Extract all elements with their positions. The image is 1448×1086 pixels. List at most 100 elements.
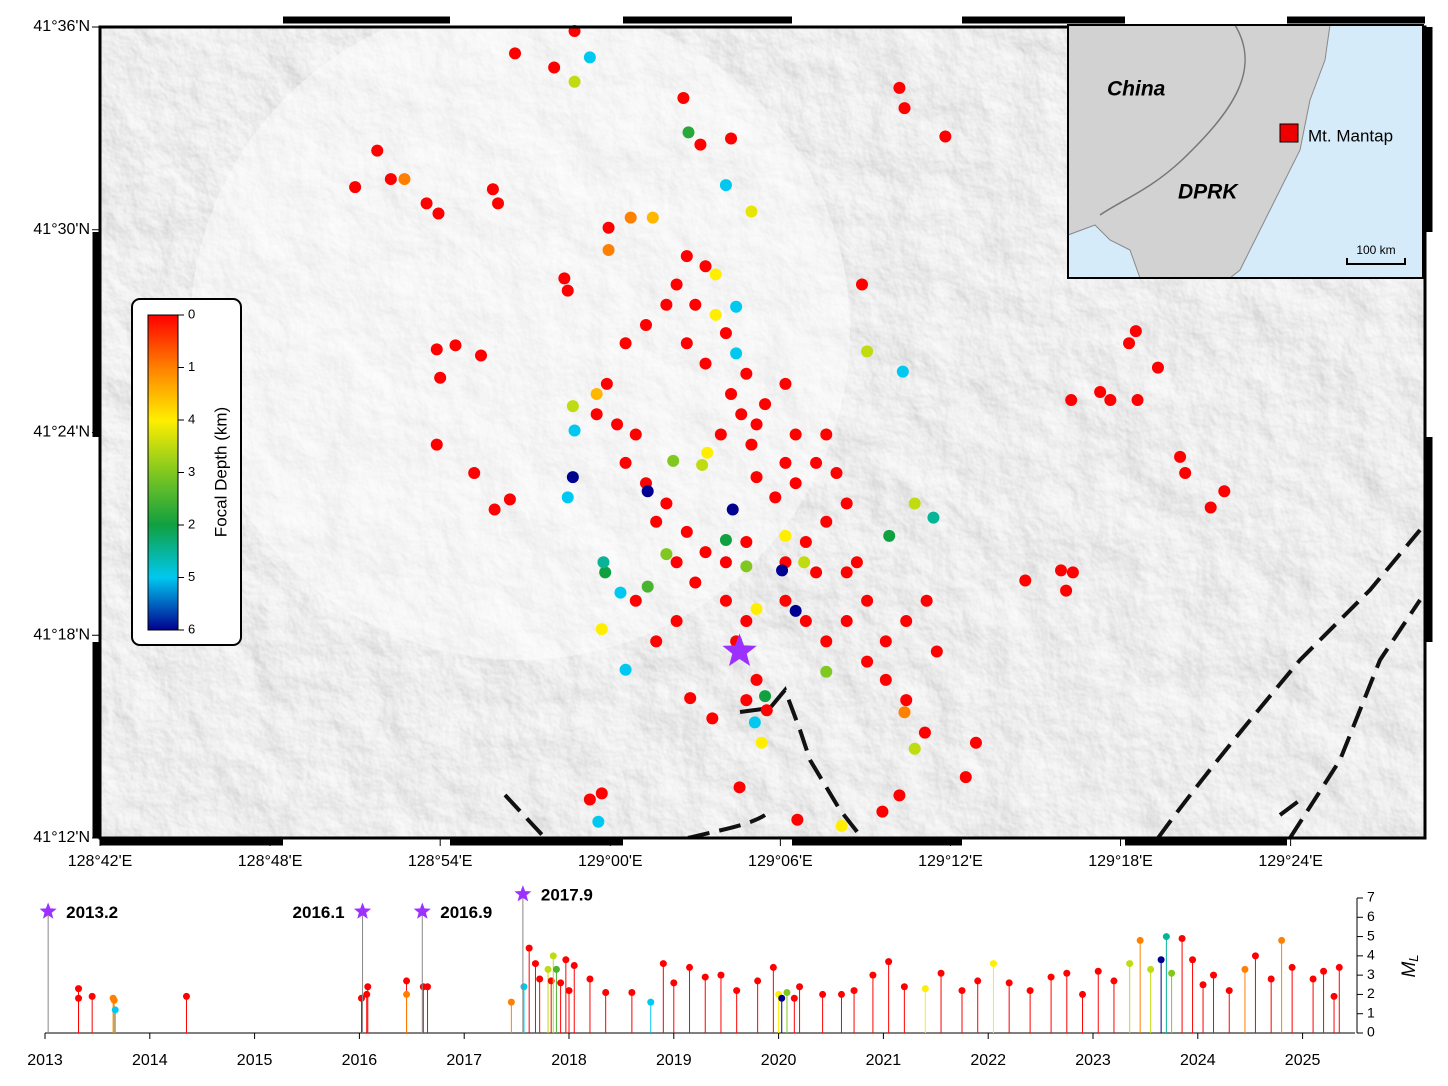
stem-head [1320,967,1328,975]
test-label: 2017.9 [541,886,593,905]
stem-head [754,977,762,985]
faults [503,528,1422,838]
inset: China DPRK Mt. Mantap 100 km [1067,24,1424,279]
epicenter [830,467,843,480]
stem-head [586,975,594,983]
stem-head [733,987,741,995]
stem-head [647,998,655,1006]
epicenter [725,132,738,145]
epicenter [689,298,702,311]
epicenter [619,456,632,469]
stem-head [837,990,845,998]
stem-head [363,990,371,998]
test-site-star [722,633,757,666]
epicenter [1174,450,1187,463]
stem-head [1210,971,1218,979]
epicenter [677,91,690,104]
epicenter [624,211,637,224]
border [1099,24,1246,216]
epicenter [760,704,773,717]
epicenter [820,515,833,528]
y-tick-label: 41°24'N [33,424,90,441]
epicenter [371,144,384,157]
test-label: 2013.2 [66,903,118,922]
epicenter [730,347,743,360]
epicenter [486,183,499,196]
epicenter [583,51,596,64]
epicenter [930,645,943,658]
epicenter [820,665,833,678]
y-tick-label: 2 [1367,985,1375,1001]
stem-head [520,983,528,991]
epicenter [430,343,443,356]
stem-head [1168,969,1176,977]
epicenter [1055,564,1068,577]
epicenter [434,371,447,384]
epicenter [680,337,693,350]
epicenter [680,525,693,538]
epicenter [920,594,933,607]
stem-head [110,996,118,1004]
stem-head [75,985,83,993]
y-tick-label: 1 [1367,1004,1375,1020]
epicenter [908,742,921,755]
test-star [413,902,431,919]
epicenter [898,706,911,719]
epicenter [893,789,906,802]
epicenter [861,655,874,668]
stem-head [1241,965,1249,973]
x-tick-label: 129°18'E [1088,853,1153,870]
stem-head [686,963,694,971]
epicenter [779,456,792,469]
epicenter [600,377,613,390]
epicenter [611,418,624,431]
epicenter [590,408,603,421]
epicenter [384,173,397,186]
y-tick-label: 41°18'N [33,626,90,643]
epicenter [856,278,869,291]
epicenter [592,815,605,828]
y-tick-label: 7 [1367,889,1375,905]
stem-head [778,994,786,1002]
stem-head [75,994,83,1002]
epicenter [759,690,772,703]
stem-head [1267,975,1275,983]
epicenter [701,446,714,459]
epicenter [740,694,753,707]
colorbar-tick-label: 4 [188,411,195,426]
stem-head [1026,987,1034,995]
epicenter [898,102,911,115]
epicenter [733,781,746,794]
stem-head [1005,979,1013,987]
x-tick-label: 129°00'E [578,853,643,870]
stem-head [850,987,858,995]
epicenter [475,349,488,362]
y-label-main: M [1399,962,1420,978]
epicenter [682,126,695,139]
stem-head [1278,936,1286,944]
epicenter [740,615,753,628]
epicenter [641,580,654,593]
epicenter [619,337,632,350]
test-label: 2016.1 [293,903,345,922]
epicenter [706,712,719,725]
stem-head [565,987,573,995]
epicenter [893,81,906,94]
stem-head [958,987,966,995]
epicenter [779,529,792,542]
scale-bar [1346,258,1406,265]
epicenter [568,424,581,437]
epicenter [750,673,763,686]
epicenter [597,556,610,569]
epicenter [650,635,663,648]
epicenter [349,181,362,194]
timeline: ML [45,898,1421,1034]
stem-head [1251,952,1259,960]
inset-label: China [1107,78,1166,101]
stem-head [1094,967,1102,975]
colorbar-ramp [147,314,179,631]
epicenters [349,25,1231,832]
epicenter [745,438,758,451]
stem-head [974,977,982,985]
